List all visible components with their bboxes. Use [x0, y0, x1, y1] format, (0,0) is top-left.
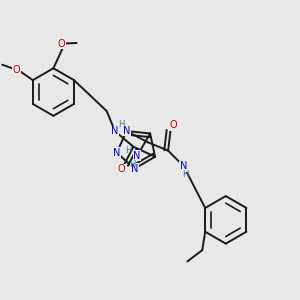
Text: N: N: [180, 161, 187, 171]
Text: O: O: [170, 120, 177, 130]
Text: H: H: [182, 170, 188, 179]
Text: O: O: [118, 164, 125, 174]
Text: N: N: [111, 126, 119, 136]
Text: N: N: [131, 164, 138, 174]
Text: H: H: [118, 120, 125, 129]
Text: N: N: [113, 148, 121, 158]
Text: N: N: [123, 126, 130, 136]
Text: H: H: [125, 146, 131, 155]
Text: O: O: [58, 39, 65, 49]
Text: O: O: [13, 65, 20, 75]
Text: N: N: [133, 151, 140, 161]
Text: H: H: [129, 160, 136, 169]
